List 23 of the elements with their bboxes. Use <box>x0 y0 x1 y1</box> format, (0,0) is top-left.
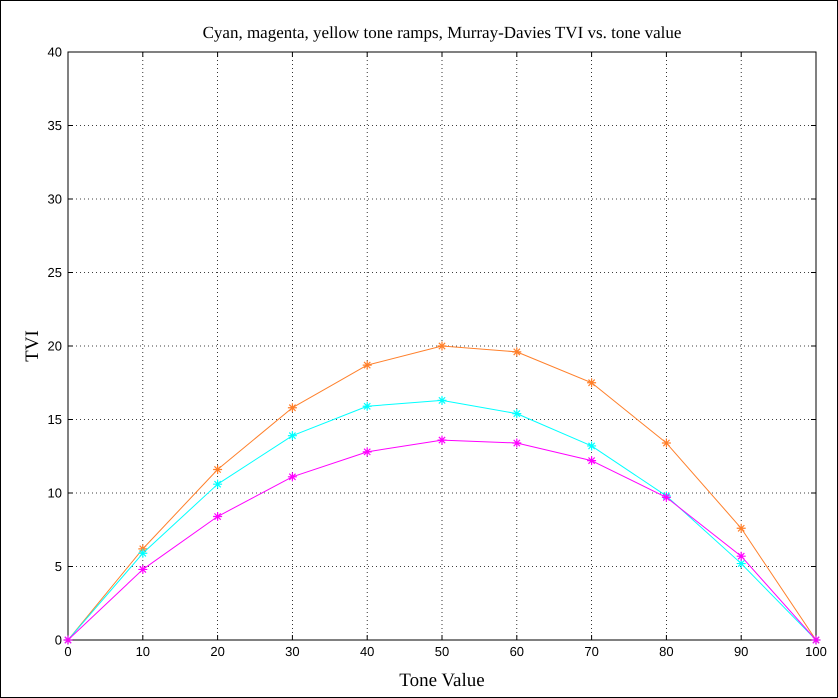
x-tick-label: 70 <box>584 644 599 659</box>
y-tick-label: 15 <box>48 412 62 428</box>
chart-title: Cyan, magenta, yellow tone ramps, Murray-Davies TVI vs. tone value <box>202 23 682 42</box>
x-axis-title: Tone Value <box>399 670 485 691</box>
x-tick-label: 0 <box>64 644 72 659</box>
x-tick-label: 40 <box>360 644 374 659</box>
x-tick-label: 80 <box>659 644 674 659</box>
y-axis-title: TVI <box>22 330 43 362</box>
x-tick-label: 20 <box>210 644 225 659</box>
x-tick-label: 30 <box>285 644 300 659</box>
y-tick-label: 0 <box>54 632 62 648</box>
y-tick-label: 20 <box>48 338 62 354</box>
y-tick-label: 30 <box>48 192 62 207</box>
x-tick-label: 10 <box>136 644 150 659</box>
y-tick-label: 35 <box>48 118 62 134</box>
x-tick-label: 90 <box>734 644 748 659</box>
y-tick-label: 40 <box>48 44 62 60</box>
x-tick-label: 50 <box>434 644 450 659</box>
y-tick-label: 5 <box>54 559 62 574</box>
x-tick-label: 100 <box>805 644 827 659</box>
y-tick-label: 10 <box>48 486 62 501</box>
x-tick-label: 60 <box>510 644 524 659</box>
y-tick-label: 25 <box>48 265 62 280</box>
